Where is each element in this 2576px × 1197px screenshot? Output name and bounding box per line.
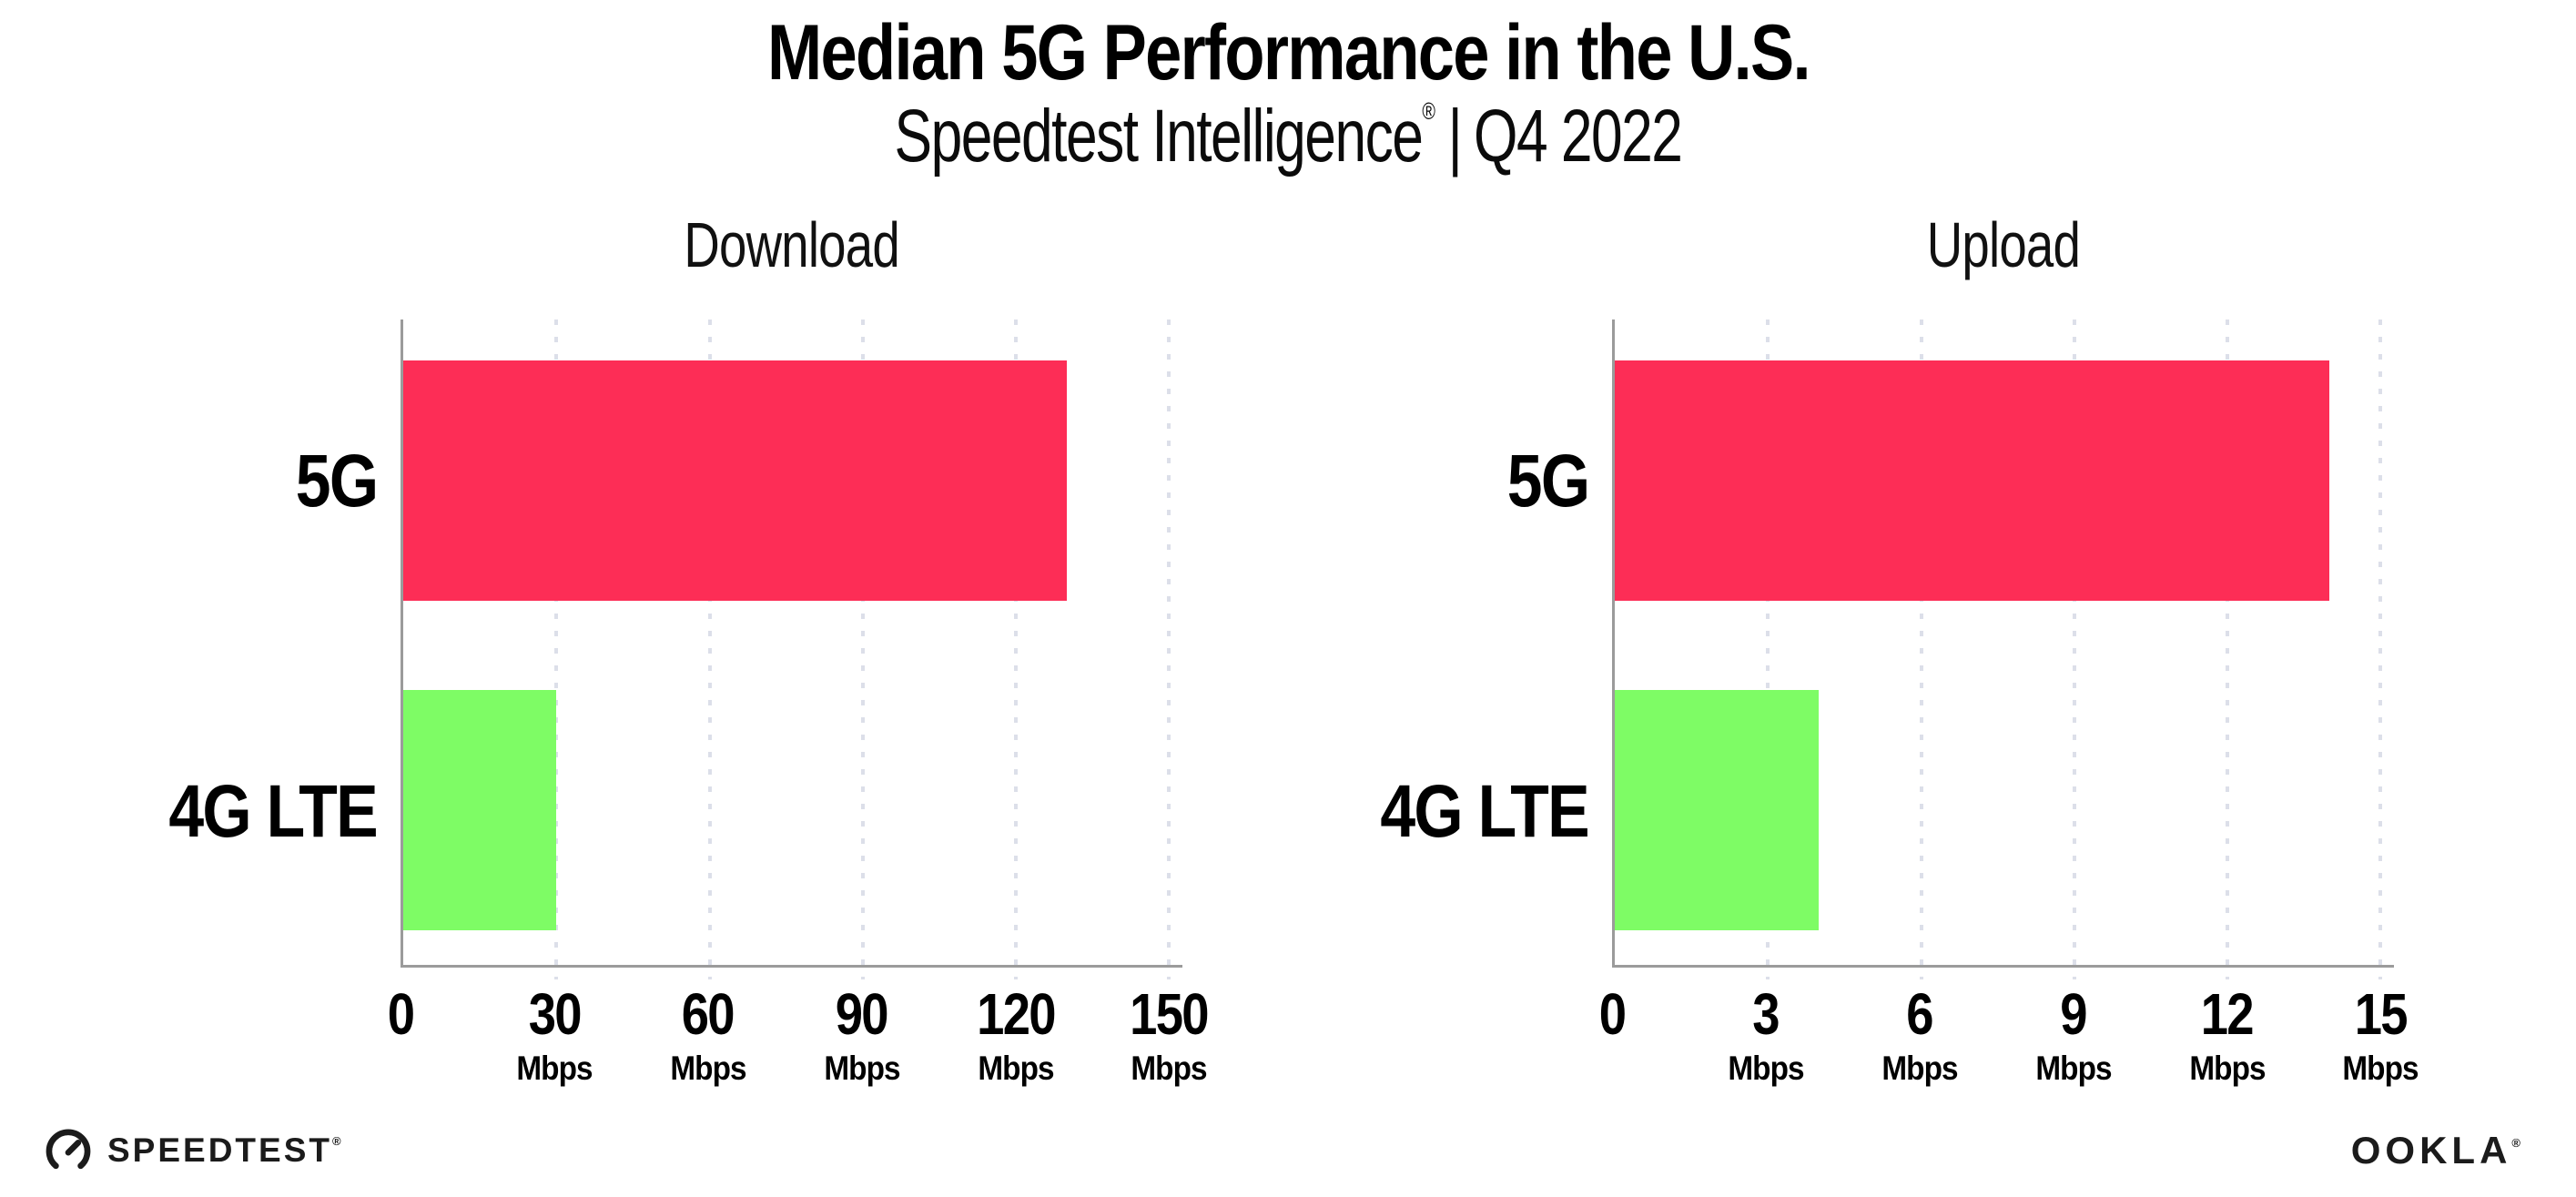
subtitle-period: Q4 2022 (1473, 94, 1683, 178)
grid-line (1167, 319, 1171, 979)
y-axis-labels: 5G 4G LTE (153, 320, 401, 968)
x-tick-60: 60 Mbps (665, 980, 750, 1088)
page-title: Median 5G Performance in the U.S. (0, 11, 2576, 96)
x-tick-unit: Mbps (1131, 1049, 1208, 1087)
x-tick-unit: Mbps (1881, 1049, 1958, 1087)
x-tick-value: 0 (1598, 980, 1627, 1047)
chart-download: Download 5G 4G LTE 0 30 Mbps 60 Mbps 90 Mbps 120 Mb… (153, 208, 1210, 1126)
x-tick-12: 12 Mbps (2185, 980, 2269, 1088)
category-label-5g: 5G (1506, 439, 1589, 522)
plot-row: 5G 4G LTE (1364, 319, 2394, 979)
category-label-4g-lte: 4G LTE (168, 770, 378, 854)
x-tick-unit: Mbps (2342, 1049, 2419, 1087)
speedtest-label: SPEEDTEST (107, 1131, 332, 1169)
bar-4g-lte-download (403, 689, 557, 931)
x-tick-unit: Mbps (977, 1049, 1054, 1087)
x-tick-value: 9 (2060, 980, 2087, 1047)
x-tick-value: 120 (976, 980, 1056, 1047)
chart-title-download: Download (684, 208, 899, 280)
plot-row: 5G 4G LTE (153, 319, 1182, 979)
grid-line (1766, 319, 1770, 979)
x-tick-unit: Mbps (516, 1049, 593, 1087)
footer: SPEEDTEST® OOKLA® (42, 1124, 2525, 1177)
page-subtitle-text: Speedtest Intelligence® | Q4 2022 (894, 94, 1683, 178)
x-tick-15: 15 Mbps (2338, 980, 2423, 1088)
x-tick-unit: Mbps (670, 1049, 746, 1087)
grid-line (1014, 319, 1019, 979)
x-tick-30: 30 Mbps (512, 980, 597, 1088)
page-subtitle: Speedtest Intelligence® | Q4 2022 (0, 94, 2576, 178)
grid-line (707, 319, 712, 979)
ookla-registered-icon: ® (2511, 1136, 2525, 1150)
subtitle-brand: Speedtest Intelligence (894, 94, 1424, 178)
x-tick-value: 90 (836, 980, 889, 1047)
x-tick-90: 90 Mbps (819, 980, 904, 1088)
category-label-5g: 5G (295, 439, 378, 522)
speedtest-logo: SPEEDTEST® (42, 1124, 344, 1177)
bar-5g-download (403, 360, 1068, 602)
speedtest-gauge-icon (46, 1129, 91, 1170)
x-tick-unit: Mbps (2188, 1049, 2266, 1087)
header: Median 5G Performance in the U.S. Speedt… (0, 0, 2576, 176)
x-tick-6: 6 Mbps (1877, 980, 1962, 1088)
grid-line (2072, 319, 2076, 979)
x-tick-120: 120 Mbps (969, 980, 1061, 1088)
grid-line (2378, 319, 2383, 979)
grid-line (554, 319, 559, 979)
chart-title-upload: Upload (1926, 208, 2080, 280)
plot-area (401, 319, 1182, 979)
subtitle-divider: | (1447, 94, 1463, 178)
x-tick-value: 30 (528, 980, 582, 1047)
bar-4g-lte-upload (1615, 689, 1820, 931)
x-tick-unit: Mbps (2034, 1049, 2112, 1087)
x-tick-9: 9 Mbps (2031, 980, 2115, 1088)
x-tick-value: 60 (682, 980, 735, 1047)
x-tick-unit: Mbps (823, 1049, 900, 1087)
y-axis-labels: 5G 4G LTE (1364, 320, 1612, 968)
x-tick-0: 0 (385, 980, 416, 1048)
plot-area (1612, 319, 2394, 979)
page-title-text: Median 5G Performance in the U.S. (766, 9, 1811, 96)
x-axis: 0 30 Mbps 60 Mbps 90 Mbps 120 Mbps 150 Mbps (388, 980, 1210, 1126)
category-label-4g-lte: 4G LTE (1380, 770, 1589, 854)
x-tick-value: 15 (2354, 980, 2409, 1047)
bar-5g-upload (1615, 360, 2330, 602)
x-tick-0: 0 (1597, 980, 1628, 1048)
ookla-logo: OOKLA® (2351, 1129, 2525, 1172)
x-tick-value: 0 (387, 980, 415, 1047)
ookla-label: OOKLA (2350, 1129, 2512, 1172)
charts-row: Download 5G 4G LTE 0 30 Mbps 60 Mbps 90 Mbps 120 Mb… (0, 176, 2576, 1126)
x-tick-150: 150 Mbps (1123, 980, 1215, 1088)
grid-line (1919, 319, 1923, 979)
x-tick-unit: Mbps (1728, 1049, 1804, 1087)
registered-trademark-icon: ® (1422, 96, 1435, 125)
grid-line (860, 319, 865, 979)
grid-line (2226, 319, 2230, 979)
ookla-wordmark: OOKLA® (2351, 1129, 2525, 1172)
x-tick-value: 150 (1130, 980, 1210, 1047)
x-tick-value: 6 (1906, 980, 1933, 1047)
x-tick-value: 3 (1752, 980, 1780, 1047)
x-tick-3: 3 Mbps (1724, 980, 1809, 1088)
speedtest-registered-icon: ® (332, 1134, 344, 1148)
x-tick-value: 12 (2200, 980, 2255, 1047)
speedtest-wordmark: SPEEDTEST® (107, 1131, 344, 1170)
chart-upload: Upload 5G 4G LTE 0 3 Mbps 6 Mbps 9 Mbps 12 Mbps 15 Mb… (1364, 208, 2419, 1126)
x-axis: 0 3 Mbps 6 Mbps 9 Mbps 12 Mbps 15 Mbps (1599, 980, 2419, 1126)
